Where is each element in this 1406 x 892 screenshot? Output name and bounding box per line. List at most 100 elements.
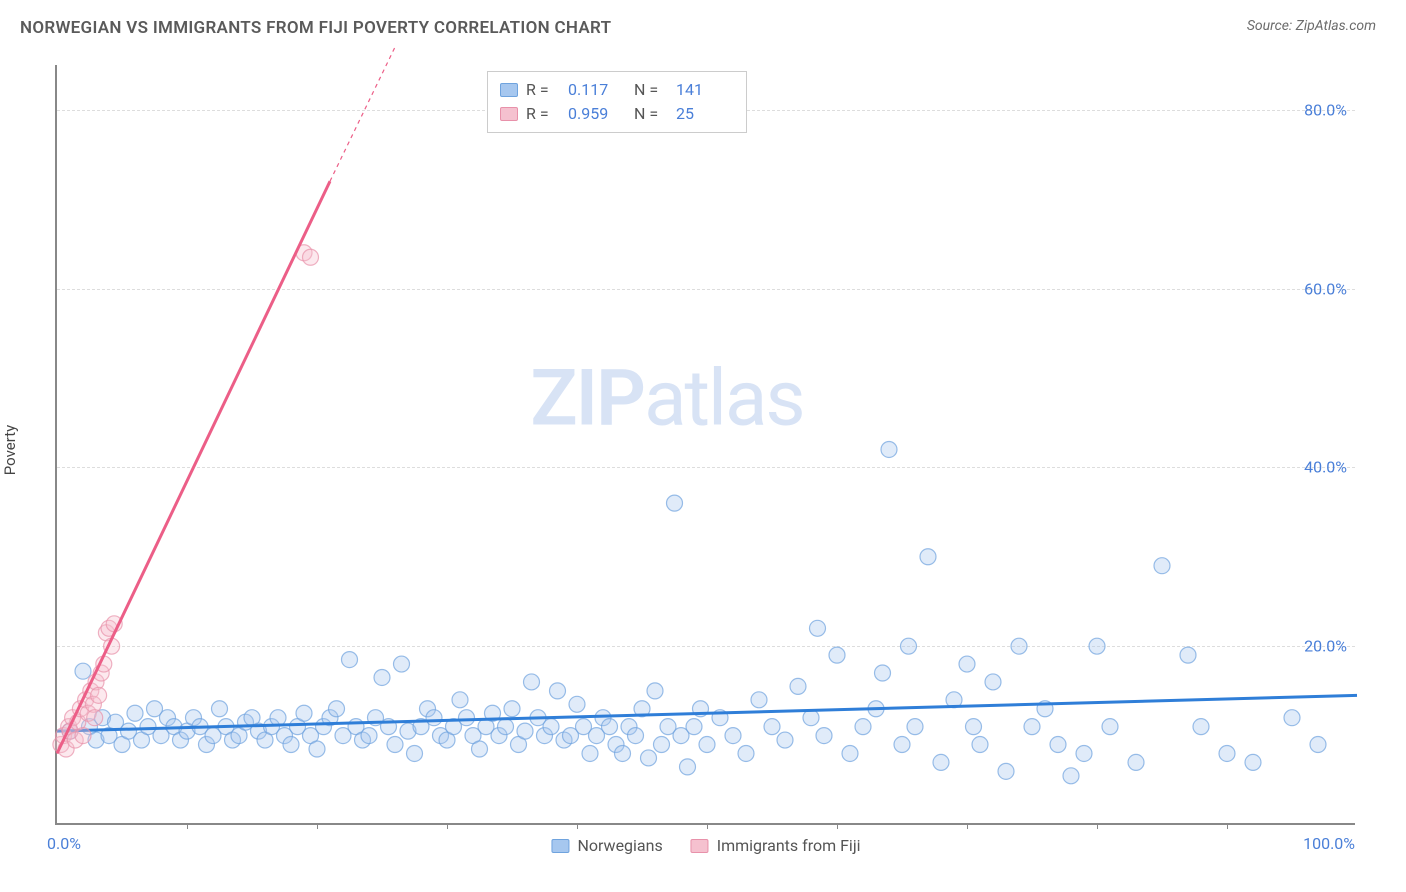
data-point	[615, 745, 631, 761]
data-point	[842, 745, 858, 761]
legend-r-label: R =	[526, 102, 560, 126]
legend-n-label: N =	[634, 102, 668, 126]
data-point	[699, 737, 715, 753]
data-point	[426, 710, 442, 726]
plot-area: ZIPatlas R =0.117N =141R =0.959N =25 Nor…	[55, 65, 1355, 825]
legend-r-value: 0.959	[568, 102, 626, 126]
data-point	[329, 701, 345, 717]
x-tick-mark	[707, 823, 708, 829]
data-point	[686, 719, 702, 735]
data-point	[725, 728, 741, 744]
legend-n-value: 25	[676, 102, 734, 126]
data-point	[91, 687, 107, 703]
data-point	[1128, 754, 1144, 770]
data-point	[1284, 710, 1300, 726]
data-point	[680, 759, 696, 775]
data-point	[1076, 745, 1092, 761]
data-point	[75, 663, 91, 679]
data-point	[829, 647, 845, 663]
x-tick-max: 100.0%	[1303, 834, 1355, 853]
data-point	[1219, 745, 1235, 761]
data-point	[361, 728, 377, 744]
data-point	[816, 728, 832, 744]
data-point	[309, 741, 325, 757]
data-point	[602, 719, 618, 735]
data-point	[1193, 719, 1209, 735]
data-point	[966, 719, 982, 735]
data-point	[641, 750, 657, 766]
x-tick-mark	[187, 823, 188, 829]
data-point	[582, 745, 598, 761]
chart-title: NORWEGIAN VS IMMIGRANTS FROM FIJI POVERT…	[20, 18, 611, 38]
data-point	[933, 754, 949, 770]
legend-r-value: 0.117	[568, 78, 626, 102]
data-point	[628, 728, 644, 744]
data-point	[894, 737, 910, 753]
y-tick-label: 80.0%	[1304, 100, 1347, 119]
x-tick-mark	[447, 823, 448, 829]
data-point	[504, 701, 520, 717]
data-point	[764, 719, 780, 735]
legend-n-value: 141	[676, 78, 734, 102]
data-point	[654, 737, 670, 753]
data-point	[387, 737, 403, 753]
y-axis-label: Poverty	[1, 425, 19, 475]
legend-r-label: R =	[526, 78, 560, 102]
legend-swatch	[500, 83, 518, 97]
x-tick-mark	[1097, 823, 1098, 829]
data-point	[920, 549, 936, 565]
data-point	[1310, 737, 1326, 753]
data-point	[75, 728, 91, 744]
data-point	[1089, 638, 1105, 654]
x-tick-min: 0.0%	[47, 834, 81, 853]
data-point	[855, 719, 871, 735]
data-point	[1024, 719, 1040, 735]
scatter-svg	[57, 65, 1355, 823]
data-point	[569, 696, 585, 712]
data-point	[959, 656, 975, 672]
x-tick-mark	[967, 823, 968, 829]
data-point	[1245, 754, 1261, 770]
y-tick-label: 60.0%	[1304, 279, 1347, 298]
chart-container: Poverty ZIPatlas R =0.117N =141R =0.959N…	[20, 50, 1380, 850]
x-tick-mark	[837, 823, 838, 829]
data-point	[803, 710, 819, 726]
data-point	[296, 705, 312, 721]
legend-item: Norwegians	[551, 836, 662, 855]
data-point	[647, 683, 663, 699]
legend-item: Immigrants from Fiji	[691, 836, 861, 855]
legend-swatch	[551, 839, 569, 853]
data-point	[127, 705, 143, 721]
data-point	[394, 656, 410, 672]
data-point	[303, 249, 319, 265]
legend-series-name: Immigrants from Fiji	[717, 836, 861, 855]
stats-legend-row: R = 0.117 N = 141	[500, 78, 734, 102]
data-point	[1180, 647, 1196, 663]
data-point	[374, 669, 390, 685]
data-point	[972, 737, 988, 753]
data-point	[1063, 768, 1079, 784]
data-point	[1154, 558, 1170, 574]
x-tick-mark	[1227, 823, 1228, 829]
data-point	[517, 723, 533, 739]
data-point	[550, 683, 566, 699]
data-point	[751, 692, 767, 708]
data-point	[472, 741, 488, 757]
data-point	[907, 719, 923, 735]
data-point	[498, 719, 514, 735]
data-point	[790, 678, 806, 694]
data-point	[270, 710, 286, 726]
data-point	[875, 665, 891, 681]
stats-legend: R = 0.117 N = 141 R = 0.959 N = 25	[487, 71, 747, 133]
data-point	[1011, 638, 1027, 654]
data-point	[1050, 737, 1066, 753]
trend-line	[57, 181, 330, 753]
stats-legend-row: R = 0.959 N = 25	[500, 102, 734, 126]
data-point	[667, 495, 683, 511]
legend-n-label: N =	[634, 78, 668, 102]
data-point	[543, 719, 559, 735]
data-point	[283, 737, 299, 753]
legend-swatch	[691, 839, 709, 853]
data-point	[342, 652, 358, 668]
data-point	[738, 745, 754, 761]
